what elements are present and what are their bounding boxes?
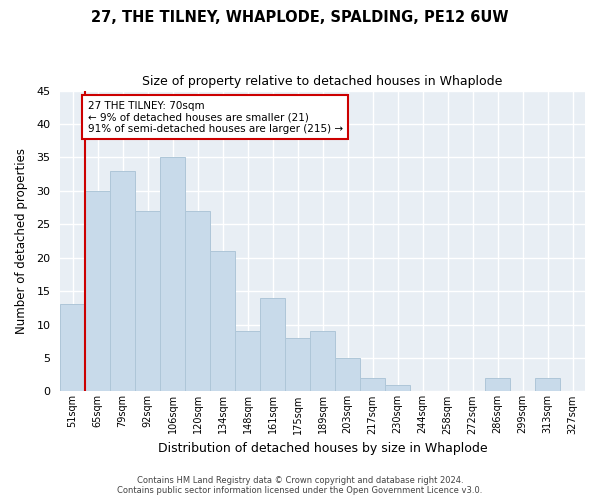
Bar <box>235 331 260 392</box>
Bar <box>310 331 335 392</box>
Bar <box>60 304 85 392</box>
Bar <box>160 158 185 392</box>
Bar <box>210 251 235 392</box>
X-axis label: Distribution of detached houses by size in Whaplode: Distribution of detached houses by size … <box>158 442 487 455</box>
Bar <box>285 338 310 392</box>
Bar <box>535 378 560 392</box>
Bar <box>385 384 410 392</box>
Bar <box>335 358 360 392</box>
Bar <box>110 171 135 392</box>
Text: 27 THE TILNEY: 70sqm
← 9% of detached houses are smaller (21)
91% of semi-detach: 27 THE TILNEY: 70sqm ← 9% of detached ho… <box>88 100 343 134</box>
Bar <box>360 378 385 392</box>
Bar <box>485 378 510 392</box>
Bar <box>135 211 160 392</box>
Bar <box>85 191 110 392</box>
Title: Size of property relative to detached houses in Whaplode: Size of property relative to detached ho… <box>142 75 503 88</box>
Text: Contains HM Land Registry data © Crown copyright and database right 2024.
Contai: Contains HM Land Registry data © Crown c… <box>118 476 482 495</box>
Text: 27, THE TILNEY, WHAPLODE, SPALDING, PE12 6UW: 27, THE TILNEY, WHAPLODE, SPALDING, PE12… <box>91 10 509 25</box>
Bar <box>260 298 285 392</box>
Y-axis label: Number of detached properties: Number of detached properties <box>15 148 28 334</box>
Bar <box>185 211 210 392</box>
